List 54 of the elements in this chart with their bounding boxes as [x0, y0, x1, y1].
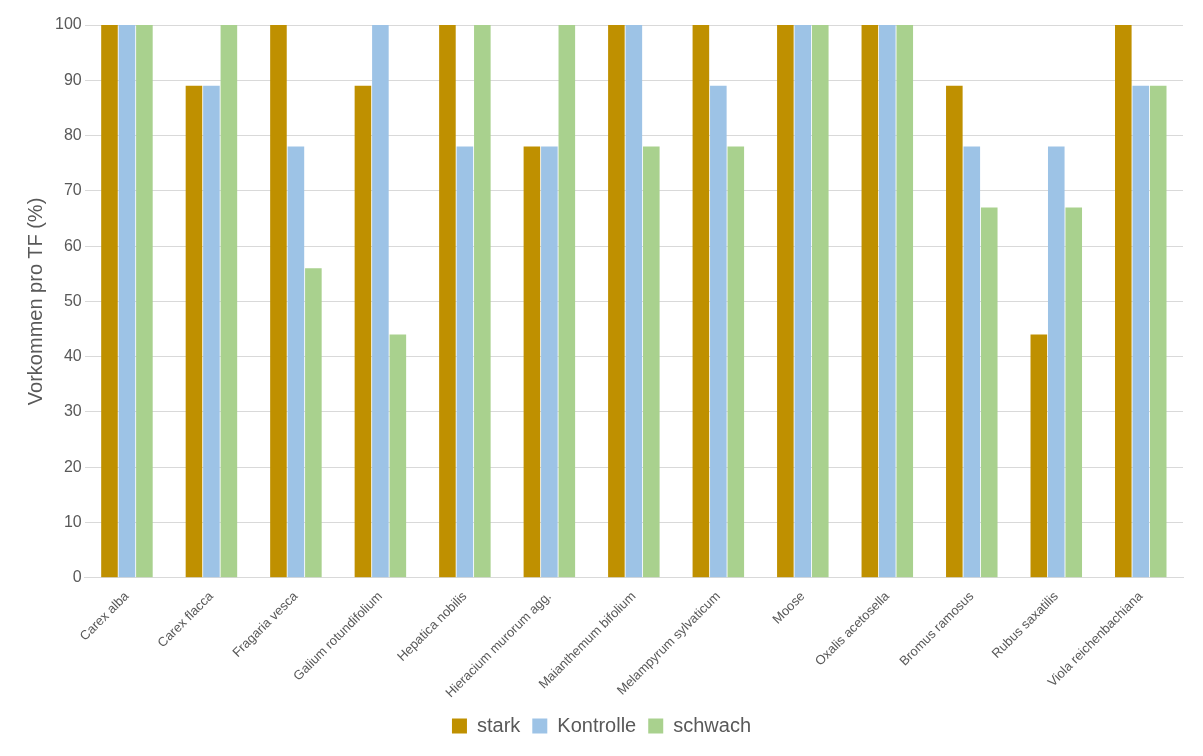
- bar: [963, 146, 981, 578]
- y-tick-label: 10: [63, 512, 82, 530]
- y-tick-label: 100: [54, 15, 82, 33]
- y-tick-label: 40: [63, 347, 82, 365]
- y-tick-label: 90: [63, 70, 82, 88]
- bar: [439, 25, 456, 578]
- bar: [558, 25, 576, 578]
- bar: [811, 25, 829, 578]
- bar: [220, 25, 238, 578]
- bar: [1132, 85, 1150, 578]
- bar: [879, 25, 896, 578]
- bar: [389, 334, 407, 578]
- bar: [1115, 25, 1132, 578]
- bar: [354, 85, 372, 578]
- bar: [946, 85, 963, 578]
- y-tick-label: 80: [63, 125, 82, 143]
- bar: [643, 146, 660, 578]
- bar: [270, 25, 287, 578]
- y-tick-label: 20: [63, 457, 82, 475]
- legend-label: stark: [476, 713, 522, 736]
- bar: [1149, 85, 1167, 578]
- y-tick-label: 0: [72, 568, 82, 586]
- bar: [1047, 146, 1065, 578]
- bar: [474, 25, 491, 578]
- bar: [541, 146, 558, 578]
- bar: [896, 25, 914, 578]
- bar: [727, 146, 745, 578]
- bar: [203, 85, 220, 578]
- y-axis-title: Vorkommen pro TF (%): [23, 197, 46, 406]
- bar: [625, 25, 643, 578]
- bar: [372, 25, 389, 578]
- y-tick-label: 50: [63, 291, 82, 309]
- bar: [456, 146, 474, 578]
- bar: [136, 25, 153, 578]
- y-tick-label: 30: [63, 402, 82, 420]
- bar: [692, 25, 710, 578]
- bar: [794, 25, 812, 578]
- y-tick-label: 60: [63, 236, 82, 254]
- bar: [861, 25, 879, 578]
- bar: [185, 85, 203, 578]
- bar: [1065, 207, 1083, 578]
- y-tick-label: 70: [63, 181, 82, 199]
- bar: [777, 25, 794, 578]
- bar: [710, 85, 727, 578]
- bar: [118, 25, 136, 578]
- legend-label: Kontrolle: [557, 713, 637, 736]
- bar: [101, 25, 118, 578]
- bar: [608, 25, 625, 578]
- bar: [1030, 334, 1048, 578]
- bar: [523, 146, 541, 578]
- bar: [980, 207, 998, 578]
- bar: [305, 268, 322, 578]
- legend-label: schwach: [673, 713, 752, 736]
- bar: [287, 146, 305, 578]
